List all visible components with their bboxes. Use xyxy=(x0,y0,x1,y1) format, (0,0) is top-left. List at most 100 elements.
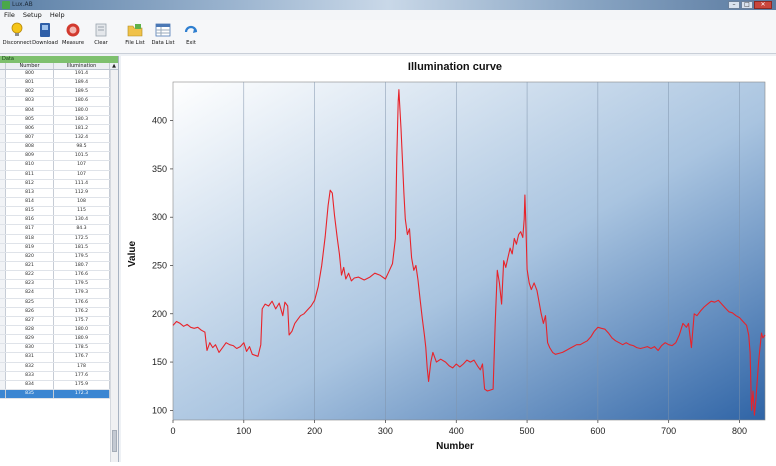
table-row[interactable]: 826 176.2 xyxy=(0,307,111,317)
row-selector[interactable] xyxy=(0,188,6,197)
cell-number[interactable]: 823 xyxy=(6,280,54,289)
cell-number[interactable]: 830 xyxy=(6,344,54,353)
cell-illumination[interactable]: 180.0 xyxy=(54,325,110,335)
file-list-button[interactable]: File List xyxy=(121,22,149,52)
table-row[interactable]: 811 107 xyxy=(0,170,111,180)
row-selector[interactable] xyxy=(0,216,6,225)
table-row[interactable]: 820 179.5 xyxy=(0,252,111,262)
cell-number[interactable]: 831 xyxy=(6,353,54,362)
table-row[interactable]: 807 132.4 xyxy=(0,133,111,144)
cell-illumination[interactable]: 176.6 xyxy=(54,271,110,280)
cell-number[interactable]: 811 xyxy=(6,170,54,179)
cell-number[interactable]: 832 xyxy=(6,362,54,371)
row-selector[interactable] xyxy=(0,88,6,97)
cell-number[interactable]: 833 xyxy=(6,371,54,380)
row-selector[interactable] xyxy=(0,298,6,307)
cell-number[interactable]: 812 xyxy=(6,179,54,188)
clear-button[interactable]: Clear xyxy=(87,22,115,52)
cell-illumination[interactable]: 189.4 xyxy=(54,79,110,88)
table-row[interactable]: 816 130.4 xyxy=(0,216,111,226)
cell-illumination[interactable]: 175.9 xyxy=(54,380,110,389)
cell-illumination[interactable]: 132.4 xyxy=(54,133,110,143)
cell-illumination[interactable]: 177.6 xyxy=(54,371,110,380)
row-selector[interactable] xyxy=(0,124,6,133)
exit-button[interactable]: Exit xyxy=(177,22,205,52)
cell-illumination[interactable]: 178.5 xyxy=(54,344,110,353)
row-selector[interactable] xyxy=(0,362,6,371)
table-row[interactable]: 817 84.3 xyxy=(0,225,111,235)
table-row[interactable]: 822 176.6 xyxy=(0,271,111,281)
measure-button[interactable]: Measure xyxy=(59,22,87,52)
table-row[interactable]: 800 191.4 xyxy=(0,70,111,80)
cell-illumination[interactable]: 107 xyxy=(54,170,110,179)
cell-illumination[interactable]: 84.3 xyxy=(54,225,110,234)
cell-number[interactable]: 804 xyxy=(6,106,54,115)
cell-illumination[interactable]: 112.9 xyxy=(54,188,110,197)
cell-illumination[interactable]: 179.5 xyxy=(54,280,110,289)
cell-number[interactable]: 822 xyxy=(6,271,54,280)
cell-illumination[interactable]: 108 xyxy=(54,197,110,207)
column-header-illumination[interactable]: Illumination xyxy=(54,63,110,69)
cell-number[interactable]: 829 xyxy=(6,335,54,344)
table-row[interactable]: 808 98.5 xyxy=(0,143,111,153)
table-row[interactable]: 835 172.3 xyxy=(0,389,111,400)
cell-illumination[interactable]: 191.4 xyxy=(54,70,110,79)
menu-setup[interactable]: Setup xyxy=(22,11,42,19)
table-row[interactable]: 813 112.9 xyxy=(0,188,111,198)
cell-illumination[interactable]: 181.5 xyxy=(54,243,110,252)
table-row[interactable]: 829 180.9 xyxy=(0,335,111,345)
cell-illumination[interactable]: 115 xyxy=(54,207,110,216)
table-row[interactable]: 823 179.5 xyxy=(0,280,111,290)
row-selector[interactable] xyxy=(0,106,6,115)
cell-number[interactable]: 820 xyxy=(6,252,54,261)
row-selector[interactable] xyxy=(0,79,6,88)
table-row[interactable]: 806 181.2 xyxy=(0,124,111,134)
menu-file[interactable]: File xyxy=(4,11,15,19)
cell-illumination[interactable]: 172.3 xyxy=(54,389,110,399)
row-selector[interactable] xyxy=(0,70,6,79)
row-selector[interactable] xyxy=(0,207,6,216)
row-selector[interactable] xyxy=(0,316,6,325)
scroll-up-icon[interactable]: ▲ xyxy=(112,63,116,69)
cell-number[interactable]: 814 xyxy=(6,197,54,207)
table-row[interactable]: 830 178.5 xyxy=(0,344,111,354)
cell-number[interactable]: 819 xyxy=(6,243,54,252)
cell-number[interactable]: 808 xyxy=(6,143,54,152)
table-row[interactable]: 809 101.5 xyxy=(0,152,111,162)
cell-illumination[interactable]: 172.5 xyxy=(54,234,110,243)
row-selector[interactable] xyxy=(0,115,6,124)
cell-illumination[interactable]: 189.5 xyxy=(54,88,110,97)
cell-number[interactable]: 815 xyxy=(6,207,54,216)
table-row[interactable]: 824 179.3 xyxy=(0,289,111,299)
cell-number[interactable]: 813 xyxy=(6,188,54,197)
cell-illumination[interactable]: 176.2 xyxy=(54,307,110,316)
close-button[interactable]: ✕ xyxy=(754,1,772,9)
cell-number[interactable]: 802 xyxy=(6,88,54,97)
table-row[interactable]: 831 176.7 xyxy=(0,353,111,363)
column-header-number[interactable]: Number xyxy=(6,63,54,69)
table-row[interactable]: 832 178 xyxy=(0,362,111,372)
cell-number[interactable]: 835 xyxy=(6,389,54,399)
download-button[interactable]: Download xyxy=(31,22,59,52)
row-selector[interactable] xyxy=(0,271,6,280)
cell-number[interactable]: 817 xyxy=(6,225,54,234)
table-row[interactable]: 818 172.5 xyxy=(0,234,111,244)
table-row[interactable]: 810 107 xyxy=(0,161,111,171)
row-selector[interactable] xyxy=(0,179,6,188)
row-selector[interactable] xyxy=(0,152,6,161)
table-row[interactable]: 814 108 xyxy=(0,197,111,208)
row-selector[interactable] xyxy=(0,289,6,298)
cell-number[interactable]: 826 xyxy=(6,307,54,316)
row-selector[interactable] xyxy=(0,389,6,399)
cell-number[interactable]: 806 xyxy=(6,124,54,133)
row-selector[interactable] xyxy=(0,380,6,389)
table-row[interactable]: 827 175.7 xyxy=(0,316,111,326)
table-row[interactable]: 821 180.7 xyxy=(0,261,111,272)
cell-number[interactable]: 803 xyxy=(6,97,54,106)
cell-illumination[interactable]: 180.3 xyxy=(54,115,110,124)
row-selector[interactable] xyxy=(0,225,6,234)
row-selector[interactable] xyxy=(0,161,6,170)
table-row[interactable]: 804 180.0 xyxy=(0,106,111,116)
disconnect-button[interactable]: Disconnect xyxy=(3,22,31,52)
menu-help[interactable]: Help xyxy=(49,11,65,19)
